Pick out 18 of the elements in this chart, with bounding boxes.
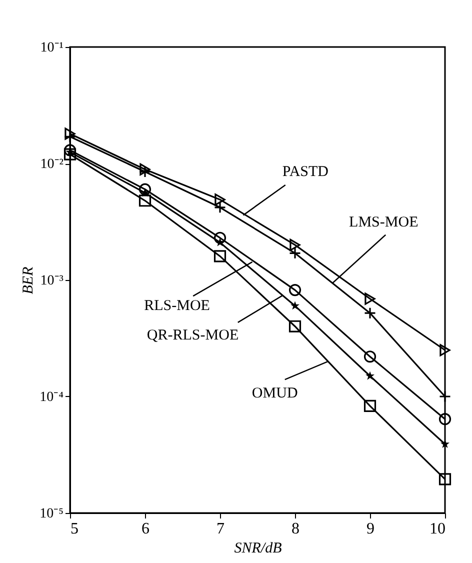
y-tick-label: 10⁻⁴ [40,390,64,405]
y-tick-label: 10⁻⁵ [40,506,64,522]
y-tick-label: 10⁻² [40,157,64,172]
x-tick-label: 9 [366,520,374,538]
y-tick-label: 10⁻³ [40,274,64,288]
x-tick-label: 5 [70,520,78,538]
annotation: QR-RLS-MOE [146,327,239,344]
x-tick-label: 7 [216,520,224,538]
x-axis-title: SNR/dB [234,540,282,556]
annotation: PASTD [282,164,329,180]
annotation: RLS-MOE [144,298,210,314]
y-tick-label: 10⁻¹ [40,40,64,56]
x-tick-label: 10 [430,520,446,538]
annotation: OMUD [252,386,298,402]
x-tick-label: 6 [142,520,150,538]
x-tick-label: 8 [292,520,300,538]
annotation: LMS-MOE [349,214,418,231]
y-axis-title: BER [20,266,37,294]
